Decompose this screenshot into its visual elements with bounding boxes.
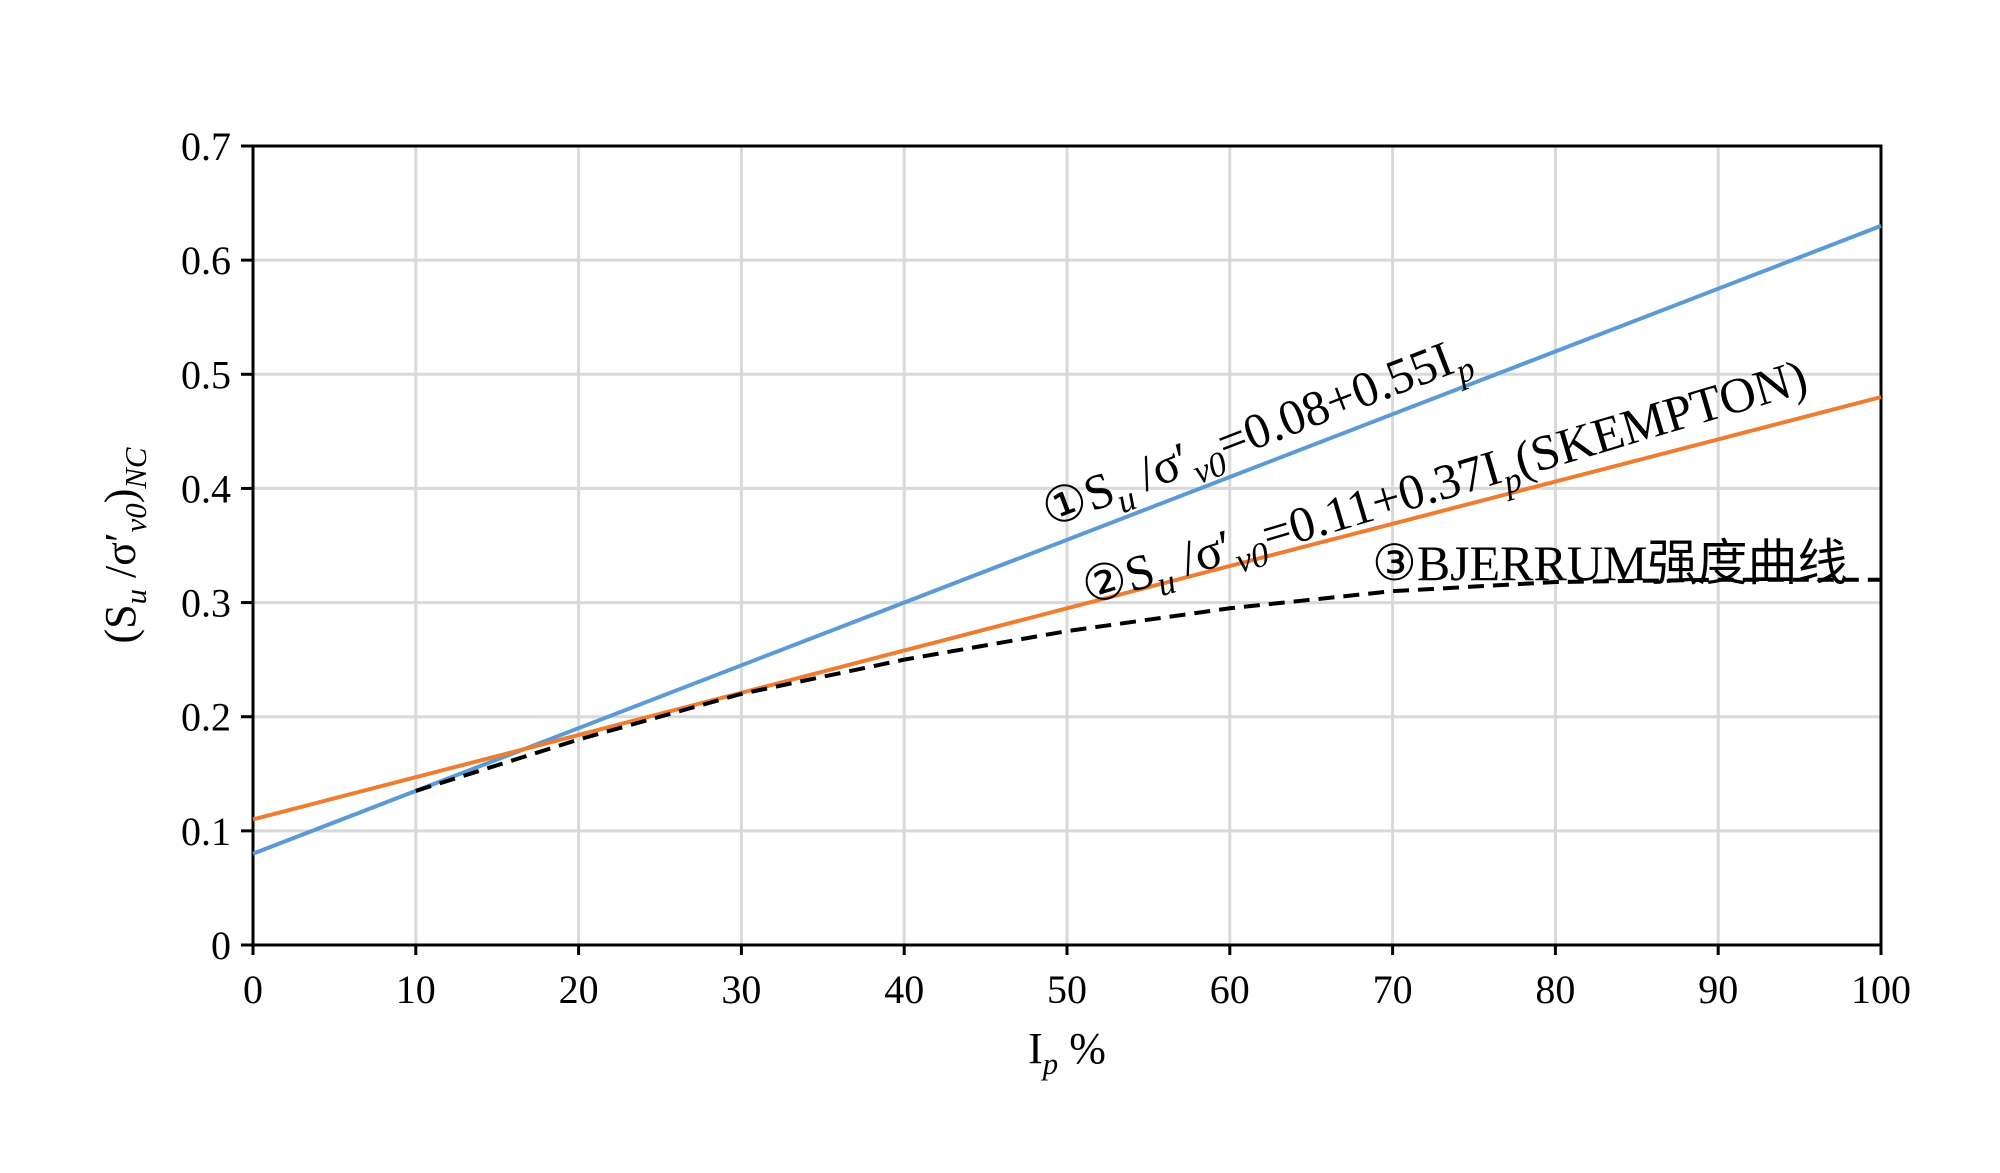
x-tick-label: 10 <box>396 967 436 1012</box>
annotation-part: ②S <box>1075 541 1161 615</box>
y-axis-label-part: u <box>119 589 153 604</box>
x-tick-label: 40 <box>884 967 924 1012</box>
annotation-part: (SKEMPTON) <box>1508 348 1813 487</box>
x-tick-label: 70 <box>1373 967 1413 1012</box>
x-axis-label-part: I <box>1028 1024 1043 1073</box>
x-tick-label: 100 <box>1851 967 1911 1012</box>
y-axis-label: (Su /σ′v0)NC <box>96 447 153 643</box>
y-axis-label-part: NC <box>119 447 153 490</box>
x-tick-label: 90 <box>1698 967 1738 1012</box>
y-tick-label: 0.4 <box>181 466 231 511</box>
x-tick-label: 60 <box>1210 967 1250 1012</box>
annotation-part: ③BJERRUM强度曲线 <box>1372 535 1847 591</box>
x-axis-label-part: % <box>1058 1024 1106 1073</box>
y-tick-label: 0 <box>211 923 231 968</box>
x-tick-label: 0 <box>243 967 263 1012</box>
x-tick-label: 30 <box>721 967 761 1012</box>
x-axis-label-part: p <box>1041 1047 1058 1081</box>
x-tick-label: 20 <box>559 967 599 1012</box>
plot-frame <box>251 144 1883 947</box>
y-tick-label: 0.5 <box>181 352 231 397</box>
annotation: ③BJERRUM强度曲线 <box>1372 535 1847 591</box>
y-tick-label: 0.7 <box>181 124 231 169</box>
y-axis-label-part: (S <box>96 604 145 643</box>
x-tick-label: 50 <box>1047 967 1087 1012</box>
x-axis-label: Ip % <box>1028 1024 1106 1081</box>
annotation-part: ①S <box>1034 460 1122 538</box>
y-axis-label-part: v0 <box>119 503 153 532</box>
x-tick-label: 80 <box>1535 967 1575 1012</box>
y-axis-label-part: /σ′ <box>96 532 145 589</box>
y-tick-label: 0.6 <box>181 238 231 283</box>
series-line <box>415 577 1881 793</box>
series-line <box>252 395 1882 822</box>
y-tick-label: 0.3 <box>181 581 231 626</box>
y-axis-label-part: ) <box>96 489 145 504</box>
y-tick-label: 0.1 <box>181 809 231 854</box>
y-tick-label: 0.2 <box>181 695 231 740</box>
